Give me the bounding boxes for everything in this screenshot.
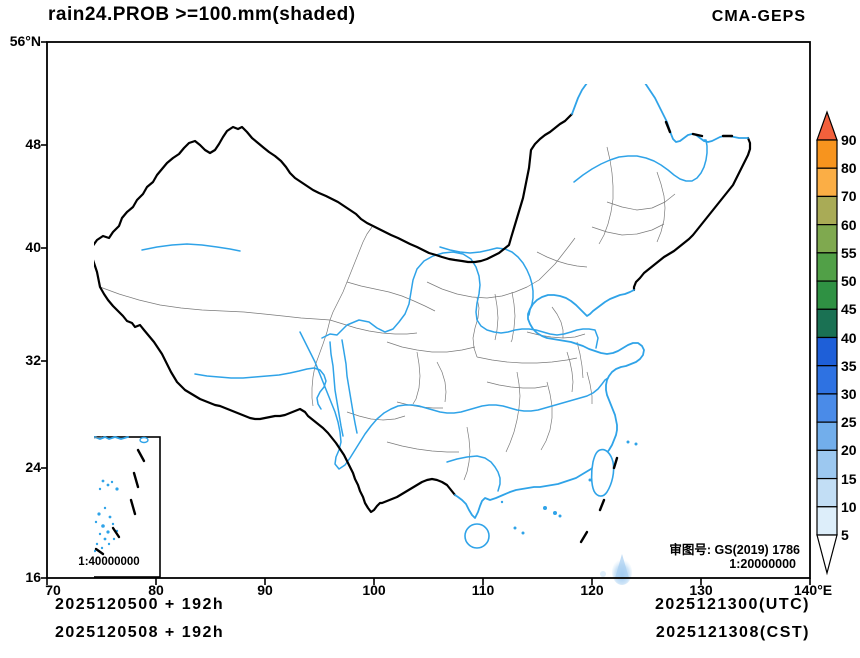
x-axis-tick-label: 100 (362, 582, 386, 598)
plot-frame (46, 41, 811, 579)
x-axis-tick-label: 120 (580, 582, 604, 598)
mekong-river (341, 339, 358, 434)
taiwan-island (590, 448, 615, 497)
colorbar-tick-label: 50 (841, 273, 857, 290)
model-label: CMA-GEPS (711, 8, 806, 25)
tarim-river (141, 243, 241, 252)
colorbar-tick-label: 5 (841, 527, 849, 543)
colorbar-cell (816, 167, 838, 198)
pearl-river (446, 455, 501, 492)
rivers (141, 139, 708, 492)
inset-map (94, 436, 161, 578)
liao-river (439, 246, 534, 316)
country-border (94, 112, 752, 514)
songhua-river (573, 139, 708, 183)
boundary-dashes (579, 120, 734, 544)
colorbar-cell (816, 365, 838, 395)
colorbar-tick-label: 80 (841, 160, 857, 177)
yangtze-river (299, 331, 609, 470)
colorbar-tick-label: 20 (841, 442, 857, 459)
colorbar-tick-label: 15 (841, 470, 857, 487)
y-axis-tick-label: 32 (25, 352, 41, 368)
page-title: rain24.PROB >=100.mm(shaded) (48, 4, 356, 25)
colorbar-cell (816, 280, 838, 310)
probability-shading (600, 554, 632, 585)
x-axis-tick-label: 70 (45, 582, 61, 598)
province-boundaries (99, 146, 676, 481)
y-axis-tick-label: 16 (25, 569, 41, 585)
brahmaputra-river (194, 367, 327, 410)
valid-time-utc: 2025121300(UTC) (654, 596, 810, 613)
colorbar-tick-label: 40 (841, 329, 857, 346)
colorbar-cell (816, 506, 838, 536)
yellow-river (321, 251, 599, 349)
colorbar-cell (816, 449, 838, 480)
colorbar-cell (816, 252, 838, 282)
colorbar-tick-label: 70 (841, 188, 857, 205)
colorbar-tick-label: 30 (841, 385, 857, 402)
colorbar-tick-label: 35 (841, 357, 857, 374)
inset-islands (94, 479, 119, 553)
colorbar-cell (816, 224, 838, 254)
salween-river (329, 341, 344, 437)
init-time-cst: 2025120508 + 192h (55, 624, 225, 641)
y-axis-tick-label: 56°N (9, 33, 41, 49)
hainan-island (464, 523, 490, 549)
colorbar-cell (816, 139, 838, 169)
colorbar-cell (816, 195, 838, 226)
colorbar-tick-label: 55 (841, 244, 857, 261)
colorbar (816, 110, 838, 576)
colorbar-cell (816, 308, 838, 339)
colorbar-arrow (816, 110, 838, 141)
colorbar-cell (816, 477, 838, 508)
x-axis-tick-label: 140°E (793, 582, 833, 598)
valid-time-cst: 2025121308(CST) (655, 624, 810, 641)
colorbar-cell (816, 393, 838, 423)
colorbar-cell (816, 336, 838, 367)
colorbar-tick-label: 10 (841, 498, 857, 515)
inset-nine-dash (94, 448, 146, 556)
colorbar-arrow (816, 534, 838, 576)
colorbar-tick-label: 25 (841, 414, 857, 431)
colorbar-cell (816, 421, 838, 451)
x-axis-tick-label: 130 (689, 582, 713, 598)
x-axis-tick-label: 80 (148, 582, 164, 598)
x-axis-tick-label: 110 (471, 582, 495, 598)
y-axis-tick-label: 48 (25, 136, 41, 152)
colorbar-tick-label: 45 (841, 301, 857, 318)
init-time-utc: 2025120500 + 192h (55, 596, 225, 613)
axis-ticks (41, 41, 811, 585)
colorbar-tick-label: 90 (841, 132, 857, 148)
map-scale: 1:20000000 (729, 557, 796, 571)
map-review-number: 审图号: GS(2019) 1786 (669, 543, 800, 557)
colorbar-tick-label: 60 (841, 216, 857, 233)
y-axis-tick-label: 24 (25, 459, 41, 475)
amur-river (571, 84, 749, 143)
islands (464, 440, 638, 549)
y-axis-tick-label: 40 (25, 239, 41, 255)
china-map (94, 84, 752, 585)
x-axis-tick-label: 90 (257, 582, 273, 598)
inset-scale: 1:40000000 (78, 556, 140, 568)
